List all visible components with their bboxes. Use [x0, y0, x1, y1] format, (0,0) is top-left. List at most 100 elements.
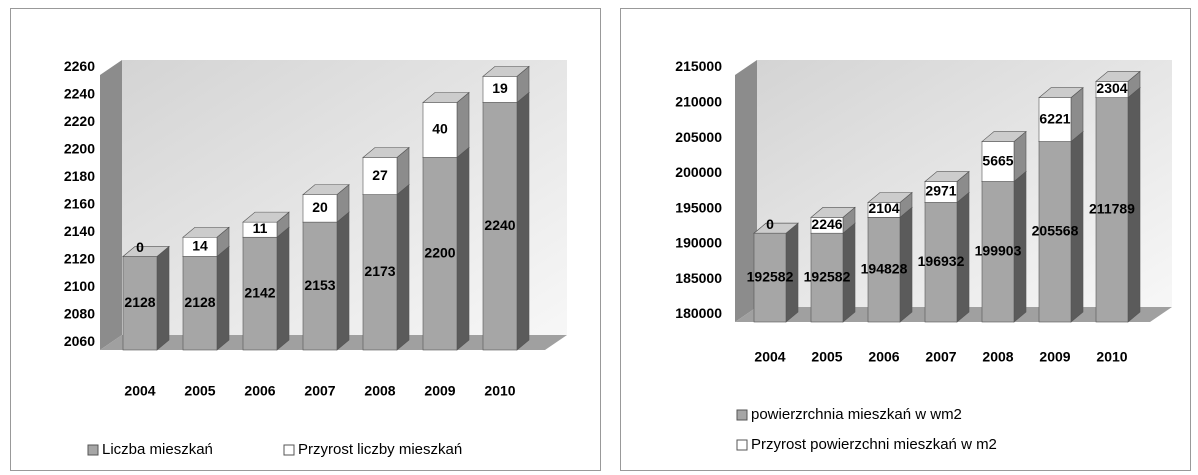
bar [1038, 97, 1072, 142]
x-tick-label: 2006 [244, 383, 275, 399]
data-label: 20 [312, 199, 328, 215]
bar [1095, 97, 1129, 323]
data-label: 194828 [861, 260, 908, 276]
data-label: 211789 [1089, 201, 1135, 217]
bar [362, 157, 398, 195]
bar [867, 217, 901, 323]
data-label: 2104 [868, 200, 899, 216]
data-label: 196932 [918, 253, 965, 269]
data-label: 2128 [124, 294, 155, 310]
bar-side [216, 245, 230, 351]
data-label: 19 [492, 80, 508, 96]
legend-label: Przyrost powierzchni mieszkań w m2 [751, 436, 997, 453]
y-tick-label: 2180 [64, 168, 95, 184]
legend-swatch [283, 444, 295, 456]
x-tick-label: 2007 [304, 383, 335, 399]
bar [242, 236, 278, 351]
bar-top [122, 246, 170, 257]
bar [422, 102, 458, 158]
bar [981, 141, 1015, 182]
y-tick-label: 2080 [64, 306, 95, 322]
side-wall [100, 60, 122, 350]
bar-top [422, 92, 470, 103]
bar [753, 232, 787, 323]
y-tick-label: 205000 [675, 129, 722, 145]
x-tick-label: 2004 [754, 349, 785, 365]
x-tick-label: 2006 [868, 349, 899, 365]
x-tick-label: 2010 [1096, 349, 1127, 365]
y-tick-label: 2260 [64, 58, 95, 74]
bar-top [924, 171, 970, 182]
data-label: 205568 [1032, 222, 1079, 238]
y-tick-label: 2060 [64, 333, 95, 349]
data-label: 5665 [982, 152, 1013, 168]
bar-top [302, 184, 350, 195]
data-label: 2240 [484, 217, 515, 233]
data-label: 14 [192, 238, 208, 254]
data-label: 2200 [424, 244, 455, 260]
bar [422, 157, 458, 351]
x-tick-label: 2008 [364, 383, 395, 399]
data-label: 192582 [804, 268, 851, 284]
data-label: 2246 [811, 216, 842, 232]
data-label: 2153 [304, 277, 335, 293]
bar [1038, 141, 1072, 323]
data-label: 2142 [244, 284, 275, 300]
legend-label: powierzrchnia mieszkań w wm2 [751, 406, 962, 423]
bar-top [1038, 87, 1084, 98]
data-label: 6221 [1039, 110, 1070, 126]
bar [302, 221, 338, 351]
bar-side [156, 245, 170, 351]
bar-side [276, 226, 290, 351]
bar-side [456, 146, 470, 351]
data-label: 27 [372, 167, 388, 183]
bar-top [1095, 71, 1141, 82]
legend-swatch [736, 439, 748, 451]
bar [981, 181, 1015, 323]
y-tick-label: 200000 [675, 164, 722, 180]
data-label: 0 [766, 216, 774, 232]
data-label: 2128 [184, 294, 215, 310]
x-tick-label: 2005 [184, 383, 215, 399]
bar [122, 256, 158, 351]
x-tick-label: 2010 [484, 383, 515, 399]
y-tick-label: 180000 [675, 305, 722, 321]
x-tick-label: 2008 [982, 349, 1013, 365]
y-tick-label: 2220 [64, 113, 95, 129]
y-tick-label: 2160 [64, 196, 95, 212]
bar-top [753, 222, 799, 234]
bar-top [810, 207, 856, 218]
data-label: 199903 [975, 242, 1022, 258]
legend-swatch [87, 444, 99, 456]
data-label: 40 [432, 121, 448, 137]
bar-side [396, 183, 410, 351]
legend-swatch [736, 409, 748, 421]
bar-side [336, 211, 350, 351]
x-tick-label: 2009 [424, 383, 455, 399]
bar-top [981, 131, 1027, 142]
legend-label: Liczba mieszkań [102, 441, 213, 458]
y-tick-label: 195000 [675, 199, 722, 215]
bar-side [516, 91, 530, 351]
bar [302, 194, 338, 223]
y-tick-label: 2200 [64, 141, 95, 157]
data-label: 2173 [364, 263, 395, 279]
y-tick-label: 2100 [64, 278, 95, 294]
y-tick-label: 185000 [675, 270, 722, 286]
bar-side [456, 91, 470, 159]
data-label: 11 [253, 220, 268, 236]
bar-top [182, 226, 230, 238]
bar-top [482, 66, 530, 77]
side-wall [735, 60, 757, 322]
data-label: 2971 [925, 183, 956, 199]
x-tick-label: 2009 [1039, 349, 1070, 365]
bar [482, 76, 518, 103]
y-tick-label: 215000 [675, 58, 722, 74]
x-tick-label: 2007 [925, 349, 956, 365]
data-label: 2304 [1096, 80, 1127, 96]
x-tick-label: 2004 [124, 383, 155, 399]
y-tick-label: 2140 [64, 223, 95, 239]
bar [362, 194, 398, 351]
y-tick-label: 190000 [675, 235, 722, 251]
